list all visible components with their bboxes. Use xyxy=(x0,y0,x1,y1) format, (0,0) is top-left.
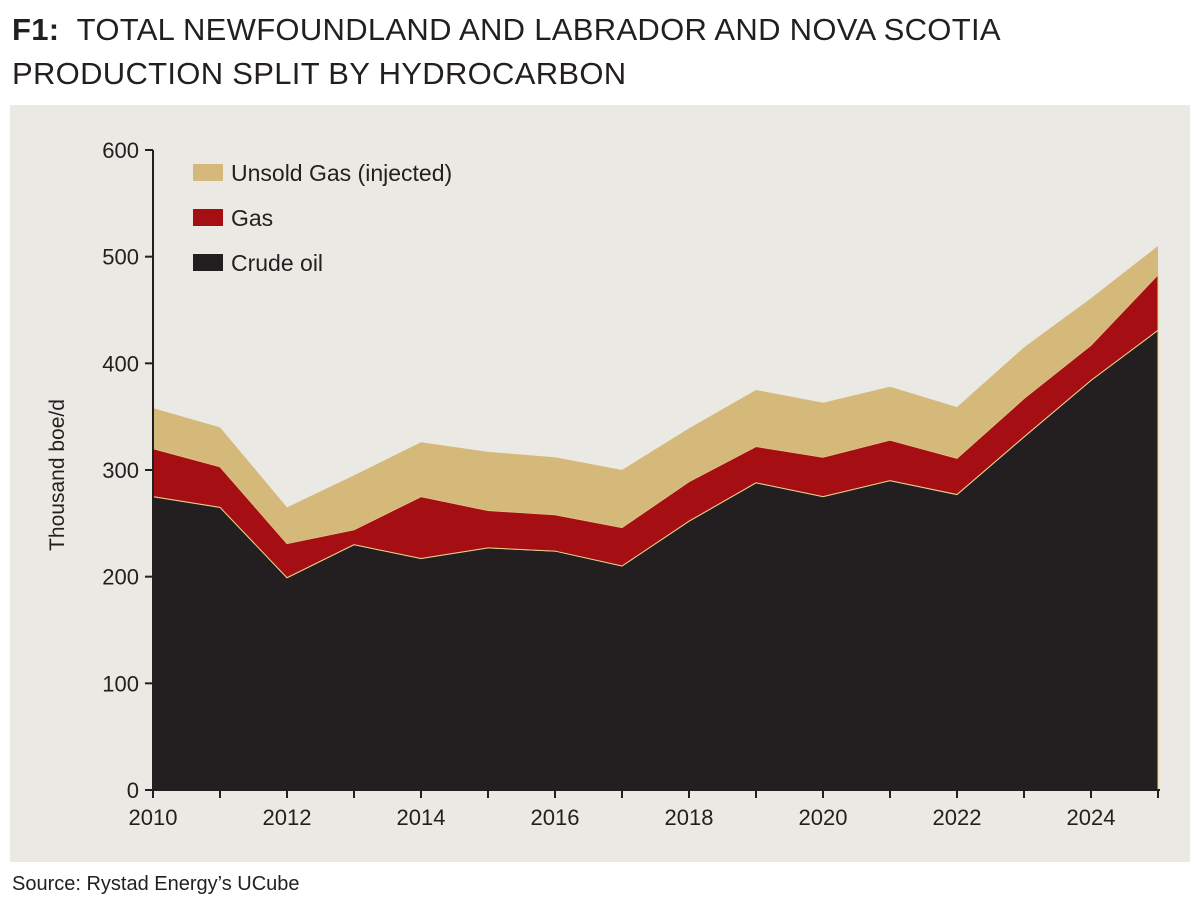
y-tick-label: 600 xyxy=(102,138,139,163)
y-axis-label: Thousand boe/d xyxy=(46,399,69,551)
x-tick-label: 2018 xyxy=(665,805,714,830)
x-tick-label: 2010 xyxy=(129,805,178,830)
legend-swatch xyxy=(193,164,223,181)
x-tick-label: 2012 xyxy=(263,805,312,830)
legend-label: Unsold Gas (injected) xyxy=(231,160,452,186)
y-tick-label: 500 xyxy=(102,245,139,270)
title-line-2: PRODUCTION SPLIT BY HYDROCARBON xyxy=(12,56,627,91)
title-line-1: TOTAL NEWFOUNDLAND AND LABRADOR AND NOVA… xyxy=(76,12,1001,47)
area-unsold-gas-injected xyxy=(153,246,1158,544)
legend-swatch xyxy=(193,209,223,226)
figure-label: F1: xyxy=(12,12,60,47)
x-tick-label: 2022 xyxy=(933,805,982,830)
legend-label: Crude oil xyxy=(231,250,323,276)
y-tick-label: 100 xyxy=(102,671,139,696)
source-note: Source: Rystad Energy’s UCube xyxy=(12,873,300,895)
x-tick-label: 2020 xyxy=(799,805,848,830)
legend: Unsold Gas (injected) Gas Crude oil xyxy=(193,160,452,276)
legend-swatch xyxy=(193,254,223,271)
chart-title: F1: TOTAL NEWFOUNDLAND AND LABRADOR AND … xyxy=(12,8,1001,96)
y-tick-label: 200 xyxy=(102,565,139,590)
y-tick-label: 400 xyxy=(102,351,139,376)
y-tick-label: 300 xyxy=(102,458,139,483)
area-chart: 0 100 200 300 400 500 600 2010 2012 2014 2016 2018 2… xyxy=(46,138,1160,830)
x-tick-label: 2014 xyxy=(397,805,446,830)
chart-panel: 0 100 200 300 400 500 600 2010 2012 2014 2016 2018 2… xyxy=(10,105,1190,862)
legend-label: Gas xyxy=(231,205,273,231)
x-tick-label: 2016 xyxy=(531,805,580,830)
x-tick-label: 2024 xyxy=(1067,805,1116,830)
y-tick-label: 0 xyxy=(127,778,139,803)
